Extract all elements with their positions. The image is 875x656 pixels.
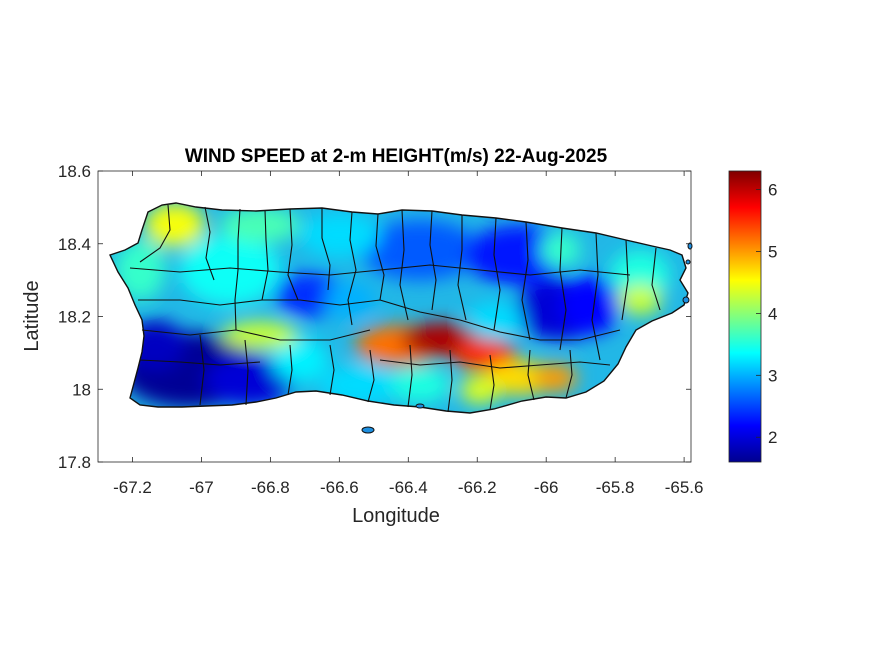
islet	[682, 296, 690, 304]
municipal-boundary	[447, 349, 453, 413]
x-tick-label: -67.2	[113, 478, 152, 497]
municipal-boundary	[493, 217, 501, 331]
x-tick-label: -65.8	[596, 478, 635, 497]
y-tick-label: 18.4	[58, 235, 91, 254]
heat-blob	[325, 282, 375, 318]
municipal-boundary	[234, 208, 241, 331]
heat-blob	[460, 376, 500, 404]
y-axis-label: Latitude	[21, 280, 43, 351]
colorbar-tick-label: 5	[768, 242, 777, 261]
municipal-boundary	[527, 349, 535, 401]
heat-blob	[205, 354, 295, 406]
municipal-boundary	[244, 339, 249, 406]
island-heatmap	[110, 203, 688, 413]
municipal-boundaries	[129, 204, 661, 413]
municipal-boundary	[287, 208, 299, 301]
municipal-boundary	[261, 209, 269, 301]
municipal-boundary	[459, 319, 621, 341]
y-tick-label: 18.6	[58, 162, 91, 181]
municipal-boundary	[287, 344, 293, 396]
islet	[415, 403, 425, 409]
municipal-boundary	[559, 227, 567, 351]
municipal-boundary	[489, 354, 495, 411]
islet	[687, 242, 693, 250]
x-tick-label: -66.4	[389, 478, 428, 497]
municipal-boundary	[329, 344, 335, 396]
x-tick-label: -67	[189, 478, 214, 497]
colorbar-tick-label: 6	[768, 181, 777, 200]
heat-blob	[540, 232, 580, 268]
x-tick-label: -66	[534, 478, 559, 497]
municipal-boundary	[129, 264, 631, 276]
municipal-boundary	[379, 359, 611, 369]
x-tick-label: -65.6	[665, 478, 704, 497]
heat-blob	[145, 203, 205, 247]
x-axis-ticks: -67.2 -67 -66.8 -66.6 -66.4 -66.2 -66 -65.8 -65.…	[113, 171, 703, 497]
municipal-boundary	[139, 359, 261, 366]
island-outline	[109, 202, 689, 414]
colorbar-tick-label: 3	[768, 366, 777, 385]
y-tick-label: 17.8	[58, 453, 91, 472]
municipal-boundary	[521, 221, 531, 341]
heat-blob	[115, 240, 165, 300]
colorbar-ticks: 2 3 4 5 6	[756, 181, 777, 447]
x-tick-label: -66.8	[251, 478, 290, 497]
islet	[361, 426, 375, 434]
municipal-boundary	[367, 349, 375, 403]
municipal-boundary	[565, 349, 573, 399]
municipal-boundary	[199, 334, 205, 406]
municipal-boundary	[621, 239, 629, 321]
municipal-boundary	[139, 204, 171, 263]
heat-blob	[272, 338, 328, 382]
y-tick-label: 18	[72, 380, 91, 399]
municipal-boundary	[407, 344, 413, 408]
municipal-boundary	[651, 247, 661, 311]
heat-blob	[485, 361, 555, 395]
heat-blob	[300, 213, 380, 257]
heat-blob	[560, 275, 620, 335]
heat-blob	[533, 364, 577, 392]
chart-title: WIND SPEED at 2-m HEIGHT(m/s) 22-Aug-202…	[185, 146, 608, 167]
municipal-boundary	[375, 213, 385, 301]
small-islands	[361, 242, 693, 434]
colorbar-tick-label: 4	[768, 304, 777, 323]
x-tick-label: -66.2	[458, 478, 497, 497]
x-axis-label: Longitude	[352, 505, 440, 527]
colorbar-gradient	[728, 170, 762, 463]
municipal-boundary	[138, 299, 461, 321]
heat-blob	[610, 250, 670, 300]
heat-blob	[618, 285, 662, 315]
colorbar: 2 3 4 5 6	[728, 170, 777, 463]
x-tick-label: -66.6	[320, 478, 359, 497]
colorbar-tick-label: 2	[768, 428, 777, 447]
municipal-boundary	[141, 329, 371, 341]
municipal-boundary	[347, 211, 357, 326]
y-axis-ticks: 17.8 18 18.2 18.4 18.6	[58, 162, 691, 472]
heat-blob	[180, 235, 280, 305]
islet	[685, 259, 691, 265]
y-tick-label: 18.2	[58, 308, 91, 327]
heat-blob	[220, 207, 300, 243]
heat-blob	[360, 220, 480, 280]
heat-blob	[390, 367, 450, 403]
municipal-boundary	[204, 206, 215, 281]
municipal-boundary	[591, 232, 601, 361]
municipal-boundary	[321, 208, 331, 291]
municipal-boundary	[429, 210, 437, 311]
